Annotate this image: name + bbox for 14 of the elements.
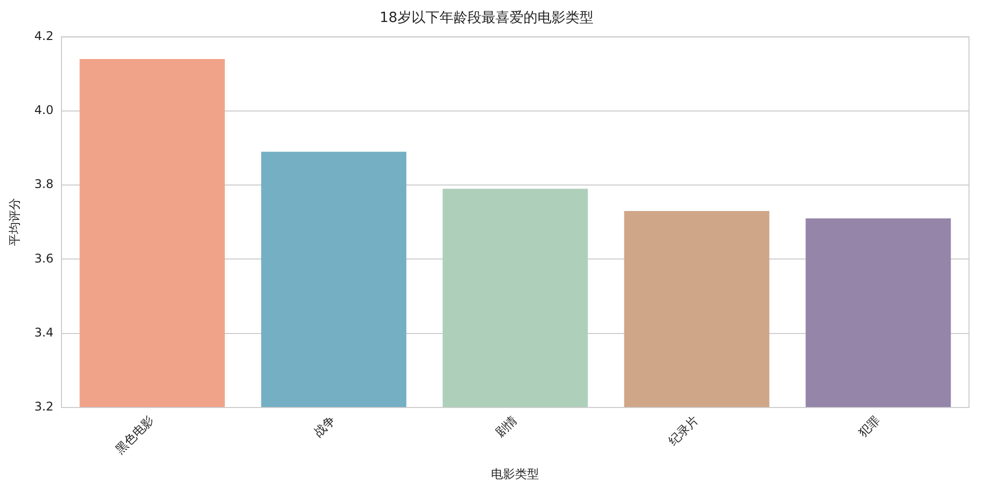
x-tick-label: 战争 [311,413,338,440]
y-tick-label: 4.2 [34,28,54,43]
y-axis-title: 平均评分 [7,198,22,246]
x-tick-label: 犯罪 [856,413,883,440]
x-tick-label: 剧情 [492,413,520,440]
x-tick-label: 黑色电影 [112,413,157,457]
y-tick-label: 3.8 [34,177,54,192]
x-tick-label: 纪录片 [666,413,702,448]
y-tick-label: 4.0 [34,103,54,118]
x-axis-title: 电影类型 [491,466,540,481]
chart-title: 18岁以下年龄段最喜爱的电影类型 [380,10,594,26]
y-tick-label: 3.6 [34,251,54,266]
y-tick-label: 3.4 [34,325,54,340]
y-tick-label: 3.2 [34,400,54,414]
